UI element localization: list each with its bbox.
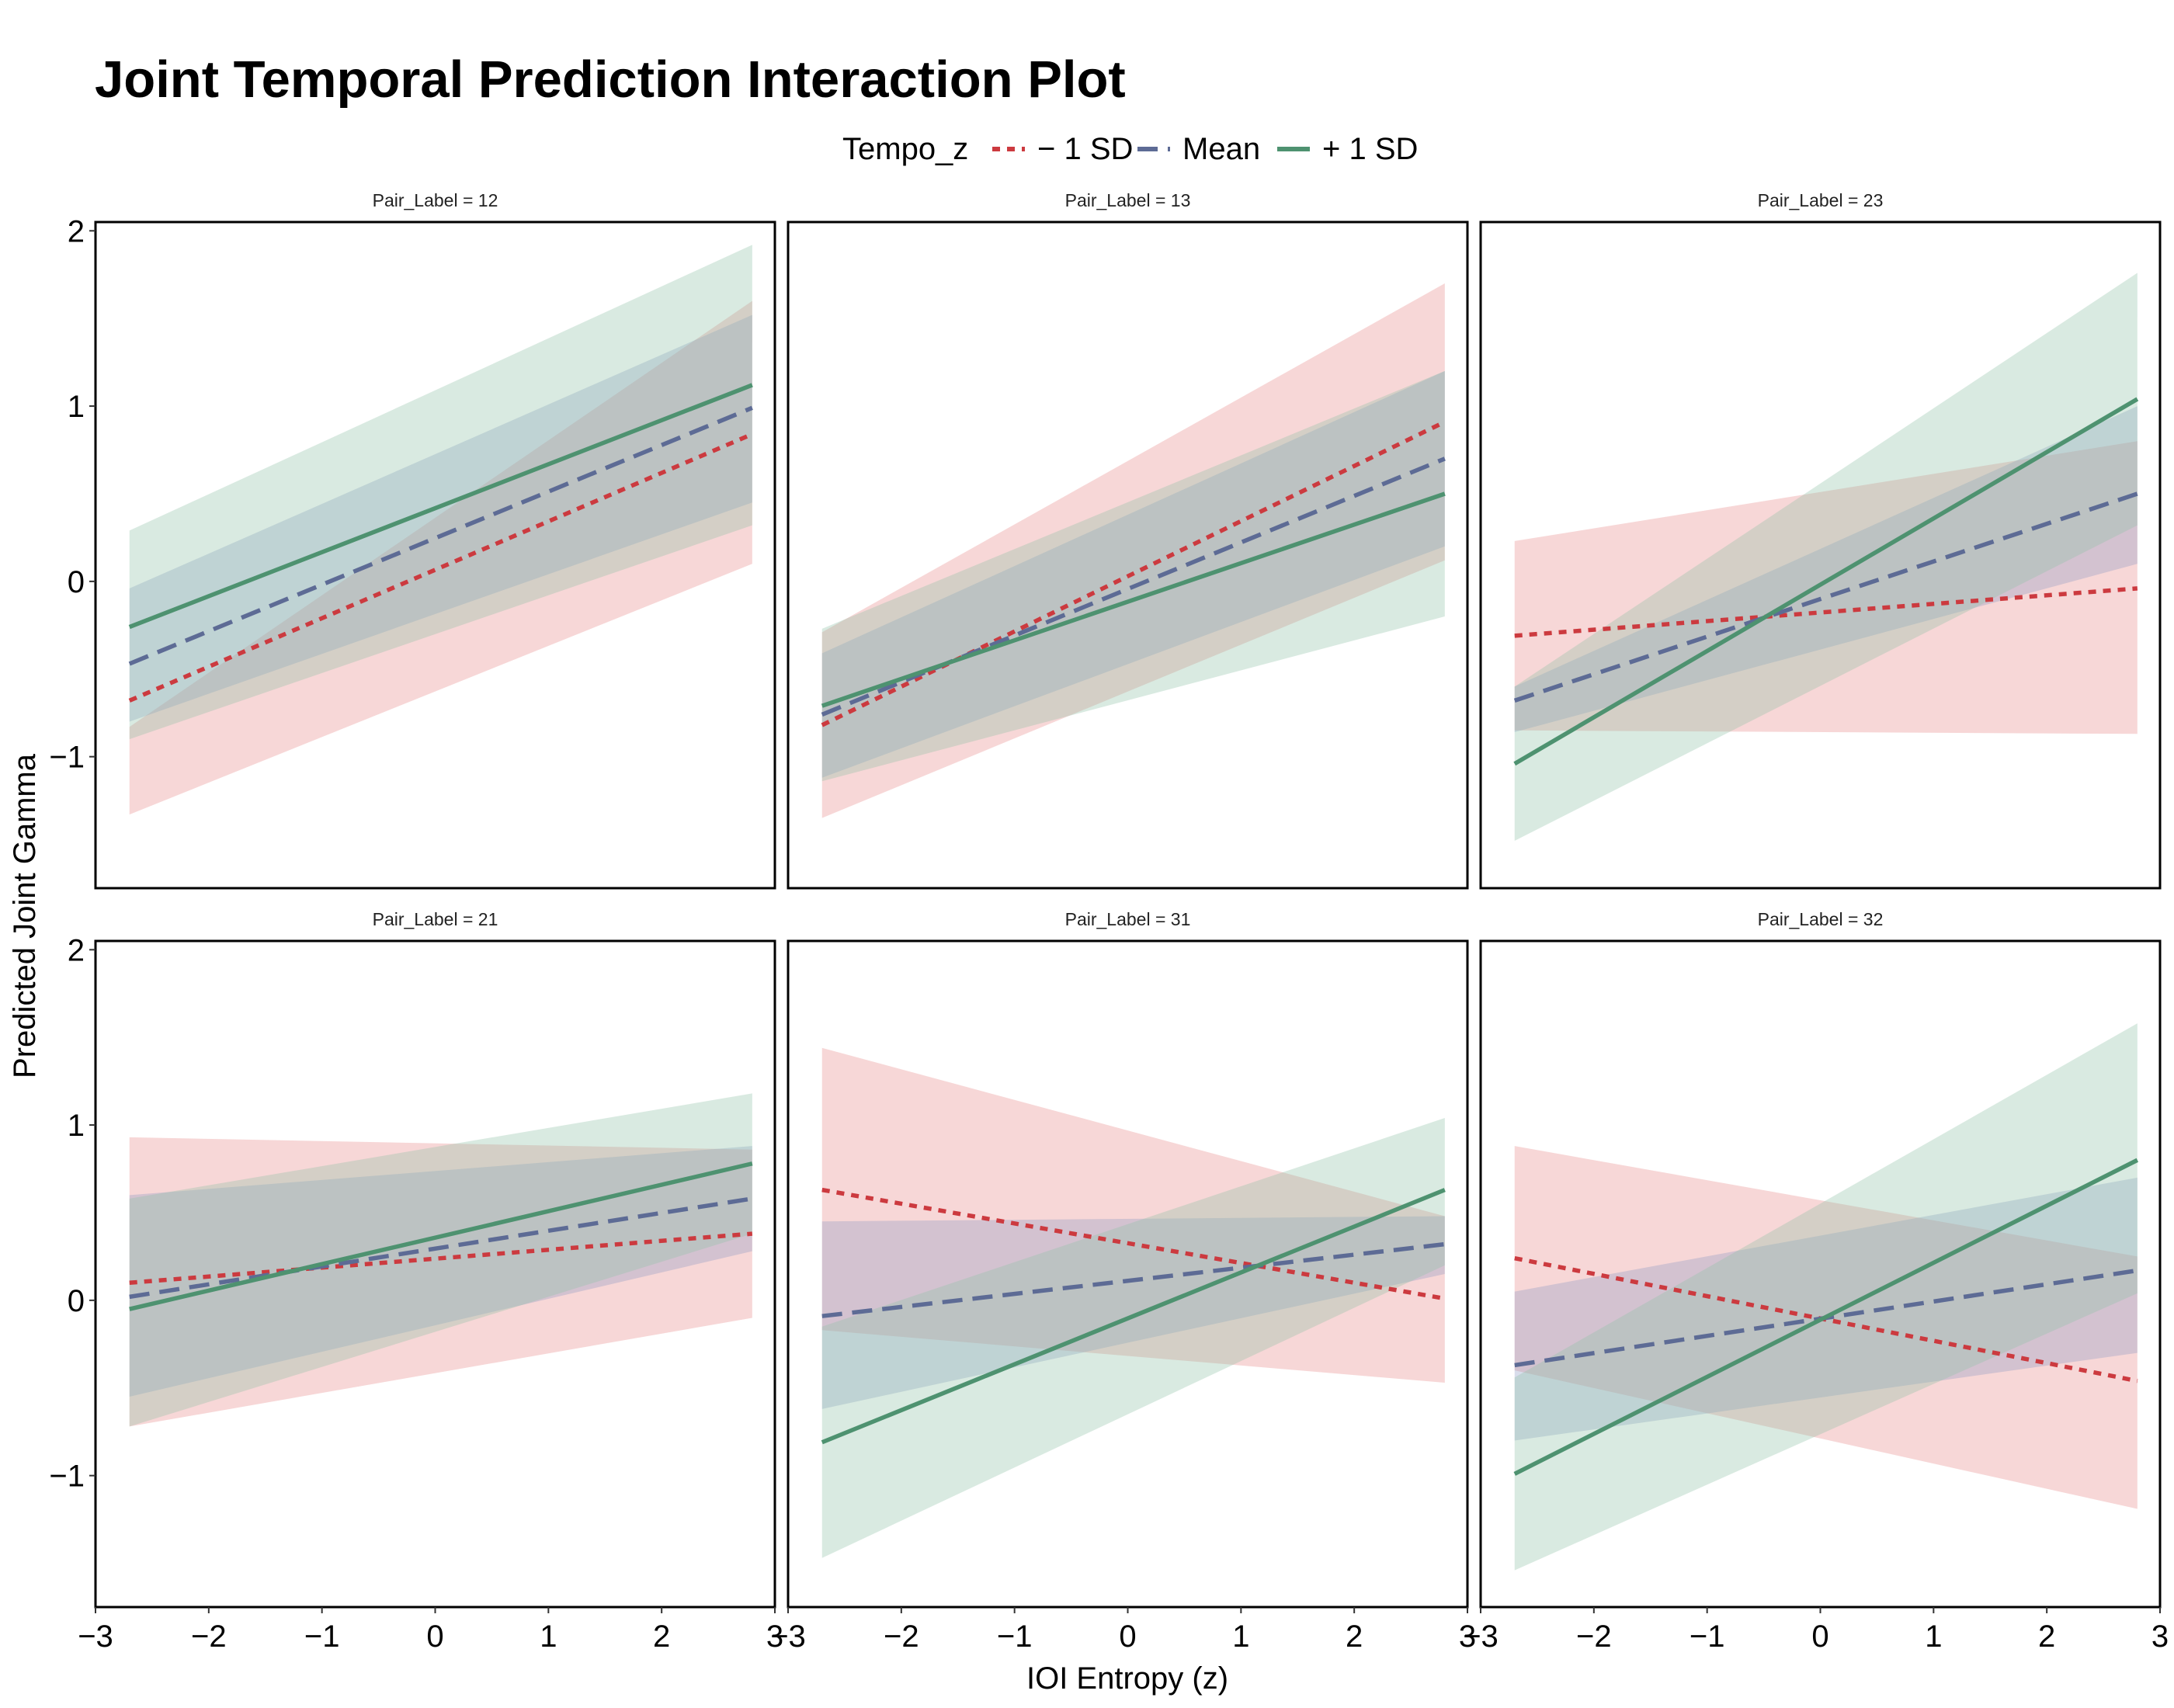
facet-panel: Pair_Label = 12 −1 0 1 2 [49,190,776,890]
series-line-2 [129,1196,753,1300]
ci-band-2 [821,1216,1445,1409]
series-line-2 [821,1241,1446,1318]
x-tick-label: 3 [766,1619,783,1654]
plot-area [1513,1023,2139,1571]
legend-title: Tempo_z [842,132,968,166]
facet-panel: Pair_Label = 23 [1479,190,2162,890]
ci-band-3 [821,1118,1445,1558]
facet-strip-label: Pair_Label = 31 [1065,909,1191,929]
x-tick-label: −1 [304,1619,340,1654]
series-line-2 [821,457,1446,717]
legend-label-3: + 1 SD [1322,132,1418,166]
ci-band-3 [1514,273,2138,842]
y-tick-label: −1 [49,741,85,775]
x-tick-label: −2 [884,1619,919,1654]
x-tick-label: −3 [1463,1619,1499,1654]
y-axis-title: Predicted Joint Gamma [8,753,42,1078]
ci-band-3 [821,370,1445,782]
x-tick-label: −3 [78,1619,113,1654]
x-tick-label: 2 [653,1619,670,1654]
y-tick-label: 0 [68,565,85,599]
ci-band-3 [129,245,752,740]
x-tick-label: −3 [770,1619,806,1654]
facet-panel: Pair_Label = 32 −3 −2 −1 0 1 2 3 [1463,909,2169,1654]
x-tick-label: 0 [426,1619,443,1654]
x-tick-label: 0 [1119,1619,1136,1654]
plot-area [1513,273,2139,842]
facet-strip-label: Pair_Label = 32 [1758,909,1884,929]
facet-grid: Pair_Label = 12 −1 0 1 2 Pair_Label = 13 Pair_… [49,190,2169,1654]
ci-band-2 [129,314,752,722]
x-axis-title: IOI Entropy (z) [1026,1661,1228,1696]
plot-area [129,1093,753,1427]
x-tick-label: −1 [1690,1619,1725,1654]
x-tick-label: 2 [2038,1619,2055,1654]
axis-titles: IOI Entropy (z) Predicted Joint Gamma [8,753,1228,1696]
legend-label-1: − 1 SD [1037,132,1133,166]
ci-band-1 [129,300,752,815]
x-tick-label: 1 [1925,1619,1942,1654]
chart-title: Joint Temporal Prediction Interaction Pl… [95,50,1126,109]
series-line-3 [128,383,753,630]
panel-border [94,220,776,890]
series-line-3 [821,491,1446,708]
panel-border [787,220,1469,890]
y-tick-label: −1 [49,1460,85,1494]
x-tick-label: −2 [191,1619,227,1654]
x-tick-label: 1 [1232,1619,1249,1654]
y-tick-label: 0 [68,1284,85,1318]
y-tick-label: 1 [68,1109,85,1143]
series-line-1 [128,432,753,703]
legend-label-2: Mean [1183,132,1260,166]
x-tick-label: −2 [1576,1619,1612,1654]
series-line-1 [129,1231,753,1286]
y-tick-label: 2 [68,933,85,967]
series-line-1 [1514,586,2138,638]
facet-strip-label: Pair_Label = 21 [373,909,498,929]
series-line-3 [1513,1158,2139,1476]
plot-area [821,283,1446,818]
ci-band-1 [129,1137,752,1427]
x-tick-label: 3 [1459,1619,1476,1654]
legend: Tempo_z − 1 SD Mean + 1 SD [842,132,1418,166]
ci-band-3 [1514,1023,2138,1571]
series-line-1 [821,1187,1446,1301]
x-tick-label: −1 [997,1619,1033,1654]
y-tick-label: 2 [68,214,85,248]
series-line-1 [821,419,1446,727]
y-tick-label: 1 [68,390,85,424]
ci-band-1 [1514,441,2138,734]
plot-area [128,245,753,815]
plot-area [821,1047,1446,1558]
facet-strip-label: Pair_Label = 23 [1758,190,1884,210]
series-line-3 [821,1188,1446,1445]
ci-band-2 [1514,1177,2138,1441]
x-tick-label: 0 [1811,1619,1828,1654]
facet-panel: Pair_Label = 13 [787,190,1469,890]
x-tick-label: 3 [2151,1619,2169,1654]
series-line-3 [129,1161,753,1311]
ci-band-1 [821,283,1445,818]
panel-border [1479,220,2162,890]
series-line-2 [1513,491,2138,703]
facet-strip-label: Pair_Label = 12 [373,190,498,210]
series-line-3 [1513,397,2139,766]
x-tick-label: 1 [540,1619,557,1654]
facet-panel: Pair_Label = 21 −1 0 1 2 −3 −2 −1 0 1 2 3 [49,909,783,1654]
ci-band-2 [129,1146,752,1397]
series-line-2 [128,405,753,666]
facet-strip-label: Pair_Label = 13 [1065,190,1191,210]
x-tick-label: 2 [1346,1619,1363,1654]
facet-panel: Pair_Label = 31 −3 −2 −1 0 1 2 3 [770,909,1476,1654]
